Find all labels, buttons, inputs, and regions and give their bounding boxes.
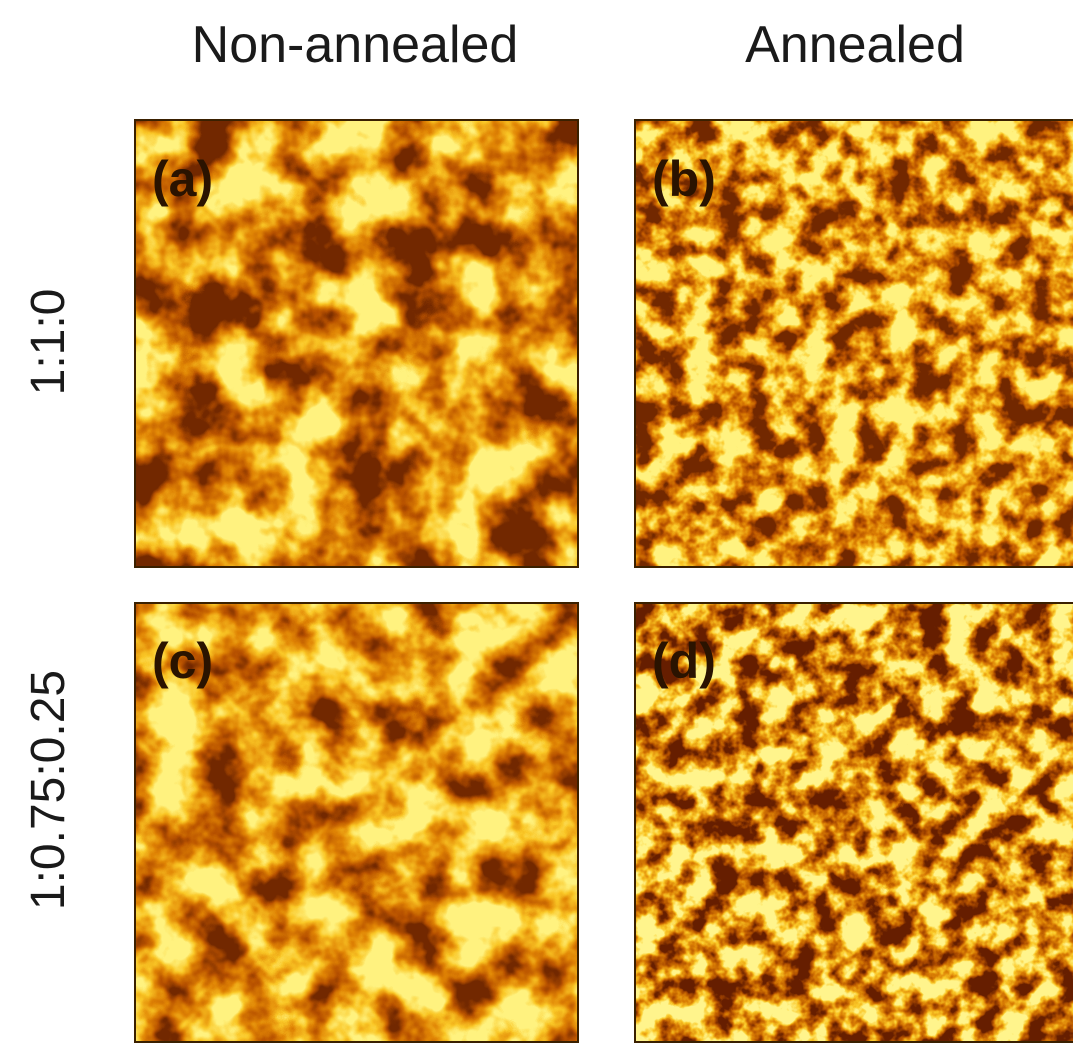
panel: (b) — [635, 120, 1073, 567]
panel-label: (b) — [652, 151, 716, 207]
panel: (a) — [135, 120, 578, 567]
panel-label: (c) — [152, 633, 213, 689]
page: {"column_headers": ["Non-annealed", "Ann… — [0, 0, 1073, 1046]
figure: Non-annealed Annealed 1:1:0 1:0.75:0.25 … — [0, 0, 1073, 1046]
panel-label: (d) — [652, 633, 716, 689]
row-label: 1:1:0 — [22, 289, 75, 396]
panel: (d) — [635, 603, 1073, 1042]
panel: (c) — [135, 603, 578, 1042]
row-label: 1:0.75:0.25 — [22, 670, 75, 910]
column-header: Annealed — [745, 16, 965, 74]
column-header: Non-annealed — [192, 16, 519, 74]
panel-label: (a) — [152, 151, 213, 207]
